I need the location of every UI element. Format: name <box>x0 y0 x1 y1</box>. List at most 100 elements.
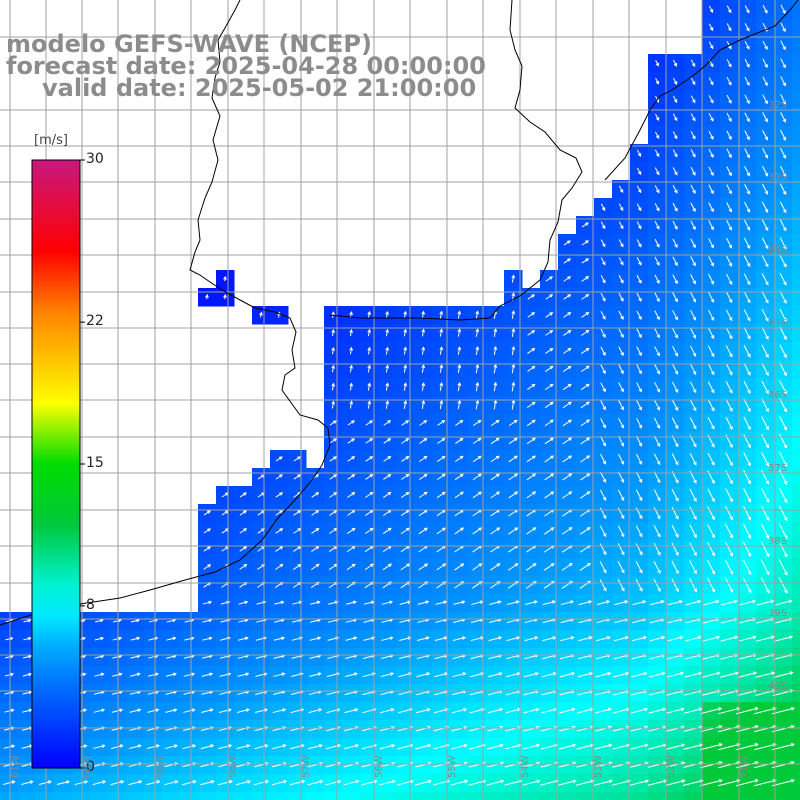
wind-cell <box>558 792 577 800</box>
wind-arrow <box>544 473 555 481</box>
wind-arrow <box>544 383 554 391</box>
coastline-path <box>0 0 331 626</box>
wind-arrow <box>401 455 410 462</box>
wind-arrow <box>417 600 430 605</box>
wind-arrow <box>205 293 209 300</box>
wind-cell <box>468 792 487 800</box>
wind-arrow <box>523 671 539 678</box>
wind-arrow <box>761 219 769 232</box>
wind-arrow <box>561 527 573 535</box>
wind-cell <box>486 792 505 800</box>
wind-arrow <box>708 148 714 158</box>
wind-arrow <box>581 329 590 336</box>
wind-cell <box>54 792 73 800</box>
wind-arrow <box>349 328 353 337</box>
wind-arrow <box>708 273 715 285</box>
wind-arrow <box>779 237 787 250</box>
wind-arrow <box>457 346 462 355</box>
wind-arrow <box>454 491 464 499</box>
wind-arrow <box>636 328 642 339</box>
wind-arrow <box>421 328 426 337</box>
wind-arrow <box>672 328 678 339</box>
wind-cell <box>792 342 800 361</box>
wind-arrow <box>507 600 520 605</box>
wind-arrow <box>401 420 410 426</box>
wind-arrow <box>743 273 751 286</box>
wind-arrow <box>455 419 464 426</box>
latitude-label: 33S <box>768 172 788 183</box>
wind-arrow <box>562 455 573 463</box>
wind-arrow <box>738 635 757 642</box>
wind-cell <box>288 792 307 800</box>
wind-arrow <box>421 364 426 373</box>
wind-arrow <box>726 130 732 141</box>
wind-arrow <box>618 221 624 230</box>
wind-arrow <box>524 600 538 605</box>
wind-cell <box>792 144 800 163</box>
wind-arrow <box>707 327 715 340</box>
wind-arrow <box>511 399 516 410</box>
wind-arrow <box>527 330 536 336</box>
wind-arrow <box>508 563 519 571</box>
colorbar-tick-label: 8 <box>86 596 95 613</box>
wind-arrow <box>653 435 661 448</box>
wind-arrow <box>454 437 464 444</box>
wind-arrow <box>346 527 356 534</box>
wind-arrow <box>578 600 593 606</box>
wind-arrow <box>526 401 536 409</box>
wind-arrow <box>725 506 733 521</box>
wind-arrow <box>274 600 285 605</box>
wind-arrow <box>703 599 720 606</box>
longitude-label: 52W <box>666 755 677 778</box>
wind-arrow <box>223 293 227 300</box>
wind-arrow <box>436 527 447 535</box>
wind-arrow <box>636 274 642 284</box>
wind-arrow <box>112 636 123 641</box>
wind-arrow <box>636 435 643 447</box>
wind-arrow <box>382 563 392 571</box>
wind-arrow <box>600 471 607 483</box>
wind-arrow <box>380 708 395 714</box>
wind-arrow <box>526 419 536 427</box>
wind-arrow <box>545 365 554 372</box>
wind-arrow <box>526 473 537 481</box>
wind-arrow <box>475 328 480 337</box>
wind-arrow <box>744 94 750 105</box>
wind-arrow <box>272 744 287 750</box>
wind-cell <box>792 540 800 559</box>
wind-arrow <box>690 77 696 86</box>
wind-cell <box>792 108 800 127</box>
wind-arrow <box>347 491 356 498</box>
wind-arrow <box>111 744 124 749</box>
wind-arrow <box>742 541 752 557</box>
wind-arrow <box>726 220 732 231</box>
wind-arrow <box>707 363 715 376</box>
wind-arrow <box>383 438 392 444</box>
wind-arrow <box>599 489 607 502</box>
wind-arrow <box>672 274 678 285</box>
wind-arrow <box>708 112 714 122</box>
wind-arrow <box>473 419 482 426</box>
wind-arrow <box>718 743 741 751</box>
wind-arrow <box>581 240 589 246</box>
wind-arrow <box>581 294 590 300</box>
wind-arrow <box>725 345 733 358</box>
wind-cell <box>792 288 800 307</box>
wind-arrow <box>653 489 661 502</box>
wind-arrow <box>761 326 769 340</box>
wind-arrow <box>454 473 464 481</box>
wind-arrow <box>700 707 723 715</box>
wind-arrow <box>580 491 591 499</box>
wind-arrow <box>182 744 197 750</box>
wind-cell <box>792 378 800 397</box>
wind-arrow <box>506 636 521 642</box>
wind-arrow <box>385 328 390 337</box>
wind-arrow <box>599 525 607 538</box>
wind-arrow <box>545 347 554 354</box>
wind-arrow <box>328 600 339 605</box>
wind-arrow <box>472 437 482 445</box>
wind-arrow <box>738 599 757 606</box>
wind-arrow <box>23 636 32 641</box>
wind-arrow <box>600 382 606 393</box>
wind-arrow <box>700 743 723 751</box>
